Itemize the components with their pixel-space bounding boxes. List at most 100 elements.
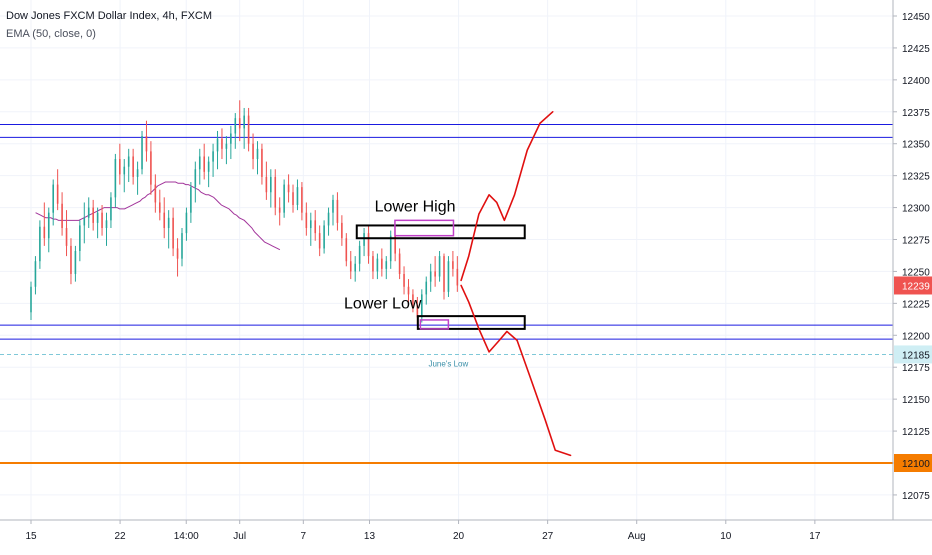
candle-body [101,212,103,229]
candle [252,133,254,170]
candle-body [247,115,250,144]
annotation-rectangle[interactable] [416,315,526,330]
candle [181,228,183,267]
time-tick-label: 20 [453,531,465,542]
projection-path[interactable] [460,284,572,457]
price-tick-label: 12450 [902,12,930,23]
candle [39,220,41,269]
candle-body [296,187,299,206]
candle [207,156,210,188]
candle-body [92,207,94,223]
candle-body [314,220,317,234]
price-tick-label: 12225 [902,299,930,310]
candle [163,197,166,239]
candle-body [185,212,188,234]
candle-body [283,184,285,213]
candle-body [154,184,157,203]
candle-body [127,156,130,167]
candle-body [270,176,272,193]
candle [287,174,290,203]
indicator-legend[interactable]: EMA (50, close, 0) [6,28,96,40]
candle [327,207,330,236]
candle [238,100,241,142]
candle [314,210,317,241]
candle-body [74,250,77,274]
time-tick-label: 17 [809,531,821,542]
candle-body [190,187,192,213]
candle-body [216,138,219,152]
candle [434,256,436,287]
candle [154,174,157,213]
annotation-rectangle[interactable] [419,319,450,330]
candle-body [345,238,348,262]
time-tick-label: 15 [25,531,37,542]
level-label: June's Low [428,359,468,368]
candle [194,161,197,203]
candle-body [443,256,445,292]
candle-body [47,212,50,239]
chart-annotation[interactable]: Lower Low [344,295,422,312]
candle-body [327,212,330,226]
candle [70,238,72,285]
candle-body [243,115,245,129]
candle-body [385,261,388,269]
candle-body [394,235,396,254]
candle-body [332,199,334,213]
candle [265,161,268,200]
chart-annotation[interactable]: Lower High [375,198,456,215]
candle-body [447,261,450,292]
candle-body [194,169,197,188]
candle [358,240,361,272]
annotation-rectangle[interactable] [394,219,455,237]
candle-body [136,169,139,177]
candle-body [158,202,161,213]
candle-body [230,133,232,144]
candle-body [354,263,356,272]
candle [389,230,392,269]
candle [47,207,50,253]
time-tick-label: Aug [628,531,646,542]
time-tick-label: 13 [364,531,376,542]
annotation-rectangle[interactable] [355,224,526,240]
candle-body [207,161,210,172]
time-tick-label: Jul [233,531,246,542]
candle [145,120,148,162]
candle-body [256,148,259,160]
candle [61,192,63,236]
candle-body [381,258,383,269]
projection-path[interactable] [460,110,554,282]
candle-body [358,245,361,264]
price-tick-label: 12200 [902,331,930,342]
candle [234,113,237,149]
candle [65,210,68,257]
candle [105,212,108,246]
candle [323,220,325,254]
candle [158,189,161,221]
price-tick-label: 12300 [902,204,930,215]
candle [141,130,143,175]
candle [56,169,59,211]
candle [354,256,356,282]
time-axis[interactable] [0,520,932,550]
time-tick-label: 14:00 [174,531,199,542]
candle-body [87,207,90,218]
candle [301,182,303,221]
candle [212,143,214,177]
candle [296,179,299,211]
candle [283,179,285,218]
candle [96,207,99,239]
candle [110,192,112,229]
price-tick-label: 12075 [902,491,930,502]
candle [292,184,294,213]
candle [412,289,414,313]
level-price-tag [894,454,932,472]
candle-body [65,228,68,246]
candle-body [292,192,294,206]
candle [221,128,223,160]
candle [349,250,352,280]
candle [150,141,152,195]
candle-body [123,166,126,175]
candle [114,153,117,208]
